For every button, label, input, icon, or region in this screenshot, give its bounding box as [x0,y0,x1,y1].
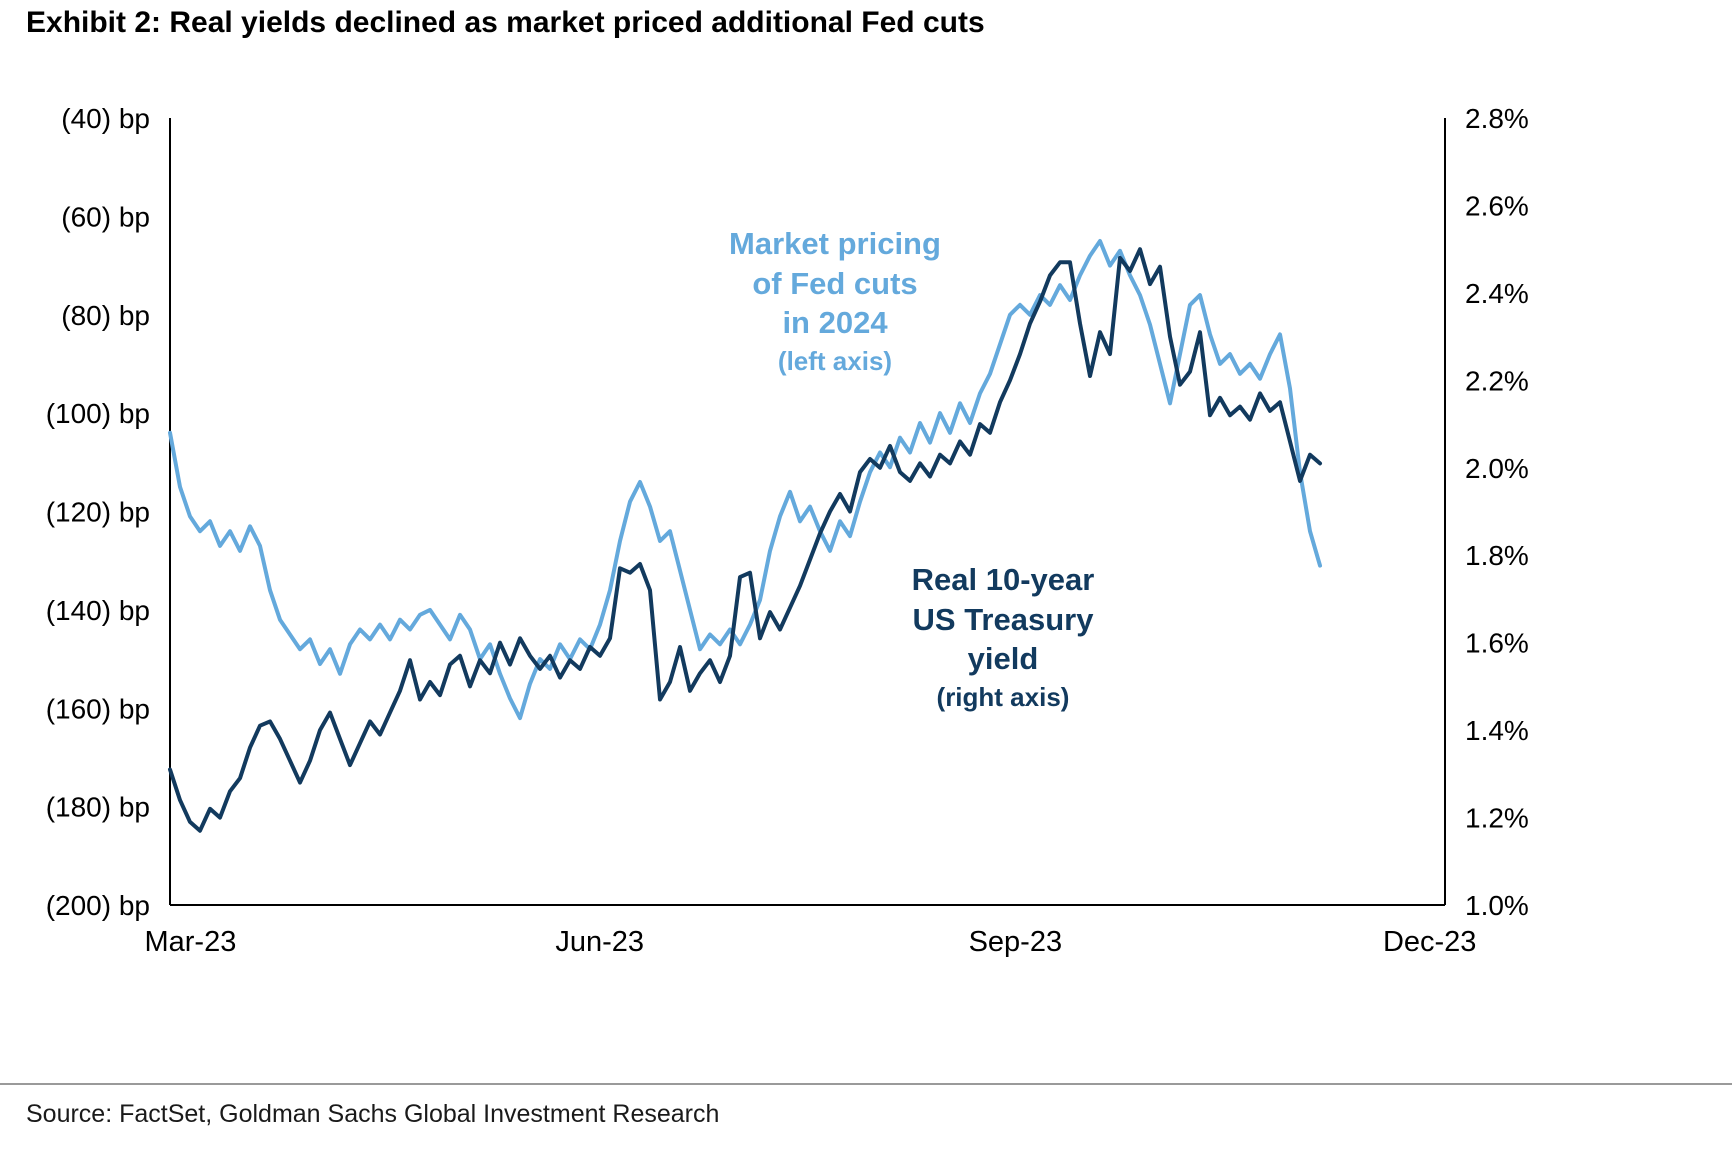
left-axis-tick-label: (100) bp [46,398,150,429]
right-axis-tick-label: 1.6% [1465,628,1529,659]
chart-canvas: (40) bp (60) bp (80) bp (100) bp (120) bp (14… [46,103,1529,958]
x-axis-tick-label: Mar-23 [144,926,236,958]
right-axis-tick-label: 2.8% [1465,103,1529,134]
source-note: Source: FactSet, Goldman Sachs Global In… [26,1100,720,1128]
annotation-market-pricing-axis-note: (left axis) [777,346,893,377]
series-line-real-10y-treasury-yield [168,247,1322,833]
annotation-treasury-yield: Real 10-year US Treasury yield (right ax… [858,560,1148,715]
footer-divider [0,1083,1732,1085]
right-axis-tick-label: 1.4% [1465,715,1529,746]
exhibit-title: Exhibit 2: Real yields declined as marke… [26,6,985,39]
right-axis-tick-label: 2.2% [1465,365,1529,396]
annotation-treasury-yield-axis-note: (right axis) [936,682,1070,713]
left-axis-tick-label: (180) bp [46,792,150,823]
annotation-market-pricing-text: Market pricing of Fed cuts in 2024 [729,226,941,341]
x-axis-tick-label: Dec-23 [1383,926,1477,958]
x-axis-tick-label: Sep-23 [969,926,1063,958]
left-axis-tick-label: (40) bp [61,103,150,134]
left-axis-tick-label: (120) bp [46,497,150,528]
right-axis-tick-label: 2.4% [1465,278,1529,309]
x-axis-tick-label: Jun-23 [555,926,644,958]
left-axis-tick-label: (80) bp [61,300,150,331]
annotation-treasury-yield-text: Real 10-year US Treasury yield [911,562,1095,677]
left-axis-tick-label: (200) bp [46,890,150,921]
left-axis-tick-label: (60) bp [61,201,150,232]
right-axis-tick-label: 2.6% [1465,190,1529,221]
right-axis-tick-label: 1.2% [1465,803,1529,834]
left-axis-tick-label: (160) bp [46,693,150,724]
annotation-market-pricing: Market pricing of Fed cuts in 2024 (left… [665,224,1005,379]
left-axis-tick-label: (140) bp [46,595,150,626]
right-axis-tick-label: 1.8% [1465,540,1529,571]
right-axis-tick-label: 1.0% [1465,890,1529,921]
right-axis-tick-label: 2.0% [1465,453,1529,484]
